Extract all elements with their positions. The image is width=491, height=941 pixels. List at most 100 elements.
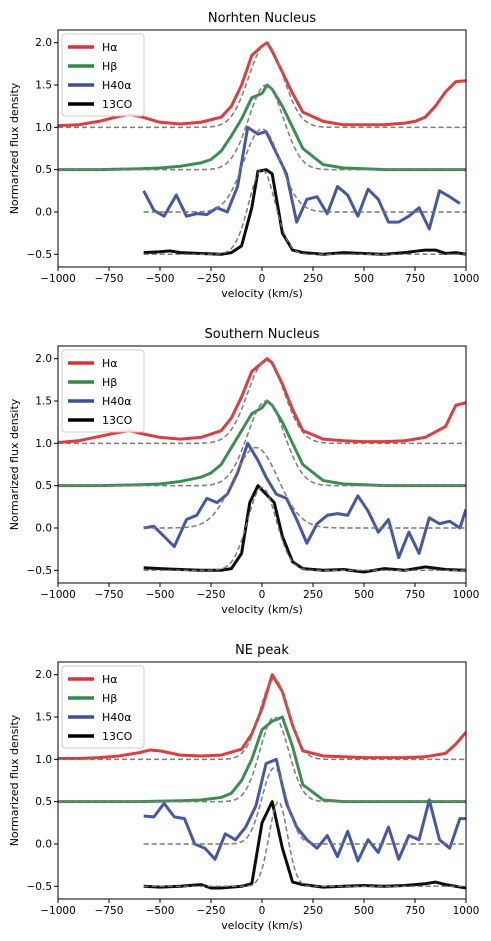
y-tick-label: 1.5	[35, 80, 52, 92]
x-tick-label: 500	[354, 589, 374, 601]
x-tick-label: −250	[197, 905, 226, 917]
plot-area	[58, 41, 466, 256]
x-axis-label: velocity (km/s)	[221, 919, 303, 932]
fit-overlay-3	[143, 446, 466, 529]
fit-overlay-2	[58, 400, 466, 487]
legend-box	[61, 349, 145, 433]
legend: Hα Hβ H40α 13CO	[61, 33, 145, 117]
y-tick-label: 1.5	[35, 712, 52, 724]
x-tick-label: 500	[354, 905, 374, 917]
legend-label-2: Hβ	[102, 60, 117, 73]
legend: Hα Hβ H40α 13CO	[61, 665, 145, 749]
x-tick-label: 0	[259, 905, 266, 917]
fit-overlay-2	[58, 84, 466, 171]
x-tick-label: −750	[95, 589, 124, 601]
x-tick-label: −500	[146, 589, 175, 601]
fit-overlay-4	[143, 169, 466, 255]
x-tick-label: 500	[354, 273, 374, 285]
plot-area	[58, 357, 466, 574]
series-line-1	[58, 673, 466, 760]
legend-label-4: 13CO	[102, 730, 133, 743]
series-line-4	[143, 168, 466, 256]
x-tick-label: −250	[197, 589, 226, 601]
series-line-4	[143, 800, 466, 890]
series-line-4	[143, 484, 466, 574]
fit-overlay-3	[143, 767, 466, 845]
panel-title: NE peak	[235, 643, 289, 658]
y-tick-label: −0.5	[27, 565, 53, 577]
legend-box	[61, 665, 145, 749]
legend-box	[61, 33, 145, 117]
x-tick-label: 0	[259, 273, 266, 285]
fit-overlay-4	[143, 801, 466, 887]
x-tick-label: −750	[95, 905, 124, 917]
series-line-3	[142, 125, 461, 231]
series-line-3	[143, 757, 466, 863]
y-tick-label: 0.5	[35, 480, 52, 492]
legend-label-1: Hα	[102, 41, 118, 54]
legend-label-3: H40α	[102, 395, 132, 408]
panel-title: Southern Nucleus	[204, 327, 319, 342]
x-tick-label: −250	[197, 273, 226, 285]
x-tick-label: 750	[405, 273, 425, 285]
x-tick-label: −1000	[40, 273, 76, 285]
legend-label-3: H40α	[102, 79, 132, 92]
legend-label-2: Hβ	[102, 692, 117, 705]
y-tick-label: 1.0	[35, 122, 52, 134]
legend-label-4: 13CO	[102, 414, 133, 427]
y-tick-label: 0.0	[35, 206, 52, 218]
legend-label-1: Hα	[102, 357, 118, 370]
y-tick-label: 0.0	[35, 838, 52, 850]
fit-overlay-1	[58, 359, 466, 444]
y-tick-label: 0.5	[35, 164, 52, 176]
fit-overlay-2	[58, 716, 466, 803]
y-axis-label: Normarized flux density	[8, 714, 21, 846]
legend-label-4: 13CO	[102, 98, 133, 111]
x-tick-label: −750	[95, 273, 124, 285]
x-tick-label: −1000	[40, 589, 76, 601]
y-tick-label: −0.5	[27, 881, 53, 893]
x-tick-label: −500	[146, 905, 175, 917]
fit-overlay-4	[143, 486, 466, 571]
panel-2: Southern Nucleus −1000 −750 −500 −250 0 250 500…	[8, 327, 479, 616]
legend: Hα Hβ H40α 13CO	[61, 349, 145, 433]
fit-line-3	[143, 766, 466, 845]
y-tick-label: 1.5	[35, 396, 52, 408]
y-tick-label: 2.0	[35, 37, 52, 49]
x-tick-label: −1000	[40, 905, 76, 917]
series-line-3	[143, 441, 466, 560]
legend-label-1: Hα	[102, 673, 118, 686]
x-tick-label: 750	[405, 905, 425, 917]
y-tick-label: 0.5	[35, 796, 52, 808]
fit-overlay-3	[143, 128, 466, 213]
legend-label-2: Hβ	[102, 376, 117, 389]
x-tick-label: 1000	[453, 589, 480, 601]
x-tick-label: 1000	[453, 905, 480, 917]
x-tick-label: 250	[303, 589, 323, 601]
x-tick-label: 250	[303, 273, 323, 285]
y-tick-label: 0.0	[35, 522, 52, 534]
panel-title: Norhten Nucleus	[208, 11, 316, 26]
y-axis-label: Normarized flux density	[8, 82, 21, 214]
legend-label-3: H40α	[102, 711, 132, 724]
plot-area	[58, 673, 466, 890]
y-tick-label: 1.0	[35, 754, 52, 766]
fit-overlay-1	[58, 43, 466, 128]
fit-line-4	[143, 486, 466, 572]
x-tick-label: 1000	[453, 273, 480, 285]
y-tick-label: 1.0	[35, 438, 52, 450]
x-axis-label: velocity (km/s)	[221, 603, 303, 616]
y-axis-label: Normarized flux density	[8, 398, 21, 530]
fit-overlay-1	[58, 678, 466, 760]
panel-1: Norhten Nucleus −1000 −750 −500 −250 0 250 500 7…	[8, 11, 479, 300]
x-tick-label: 250	[303, 905, 323, 917]
y-tick-label: −0.5	[27, 249, 53, 261]
y-tick-label: 2.0	[35, 669, 52, 681]
x-axis-label: velocity (km/s)	[221, 287, 303, 300]
x-tick-label: 0	[259, 589, 266, 601]
x-tick-label: −500	[146, 273, 175, 285]
x-tick-label: 750	[405, 589, 425, 601]
panel-3: NE peak −1000 −750 −500 −250 0 250 500 750 1000 −0…	[8, 643, 479, 932]
y-tick-label: 2.0	[35, 353, 52, 365]
